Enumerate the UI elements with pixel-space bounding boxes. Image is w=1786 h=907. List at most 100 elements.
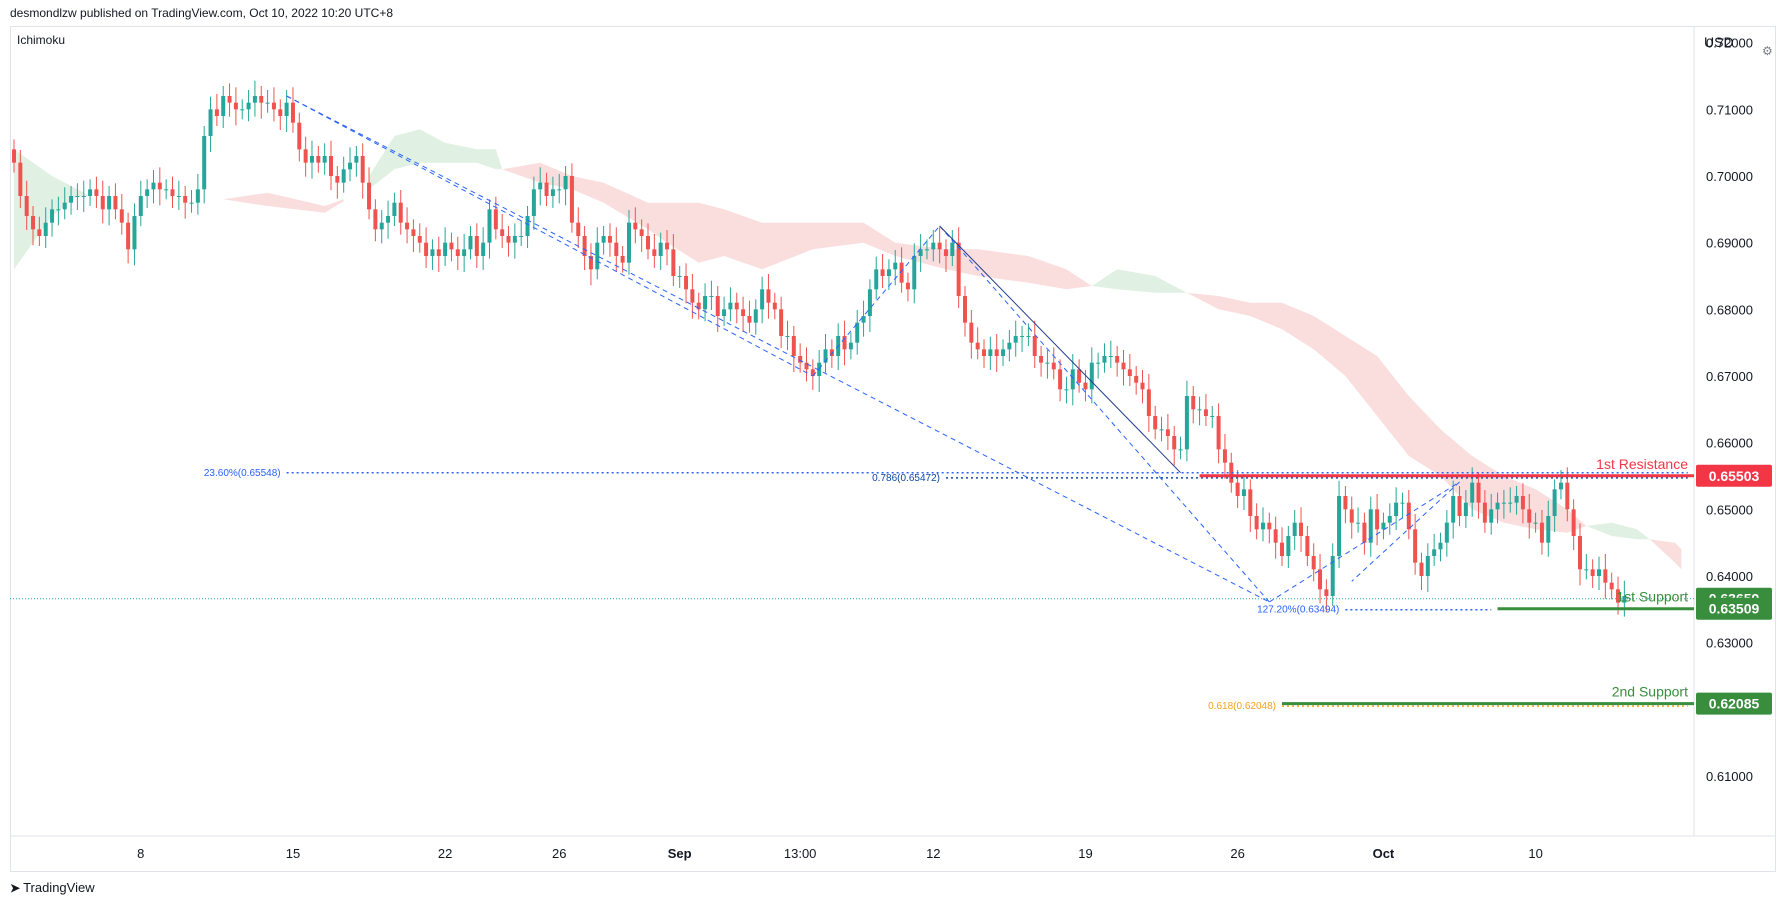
candle-body — [1539, 522, 1544, 543]
candle-body — [918, 249, 923, 256]
candle — [436, 236, 441, 272]
candle-body — [1134, 376, 1139, 383]
candle — [1241, 474, 1246, 510]
ichimoku-cloud-green-4 — [1091, 269, 1187, 293]
candle — [1089, 347, 1094, 404]
candle-body — [303, 149, 308, 163]
candle-body — [183, 196, 188, 203]
candle — [31, 206, 36, 246]
candle — [1609, 572, 1614, 600]
x-tick-label: 19 — [1078, 846, 1092, 861]
harmonic-line-1 — [286, 95, 814, 377]
candle — [937, 227, 942, 264]
candle-body — [1571, 509, 1576, 536]
candle-body — [1616, 589, 1621, 603]
candle — [918, 234, 923, 272]
candle — [1121, 350, 1126, 386]
candle — [265, 90, 270, 113]
candle — [538, 167, 543, 206]
candle-body — [1533, 522, 1538, 524]
candle — [563, 166, 568, 206]
candle-body — [392, 202, 397, 216]
fib-level-label: 0.618(0.62048) — [1208, 701, 1276, 712]
candle — [1140, 370, 1145, 404]
candle — [1584, 554, 1589, 580]
candle-body — [1381, 522, 1386, 530]
candle — [766, 274, 771, 319]
ichimoku-cloud-red-1 — [223, 192, 344, 213]
candle-body — [1368, 509, 1373, 543]
candle-body — [1280, 542, 1284, 556]
candle — [1146, 374, 1151, 432]
candle — [1299, 507, 1304, 552]
footer-brand-text: TradingView — [23, 880, 95, 895]
candle-body — [1077, 369, 1082, 383]
footer-brand[interactable]: ➤ TradingView — [10, 880, 95, 895]
indicator-label[interactable]: Ichimoku — [17, 33, 66, 47]
candle-body — [633, 222, 638, 230]
candle — [354, 146, 359, 177]
candle — [176, 180, 181, 210]
candle — [271, 87, 276, 122]
candle — [1501, 490, 1506, 519]
candle-body — [696, 302, 701, 310]
candle-body — [963, 296, 967, 323]
candle-body — [100, 196, 105, 210]
candle — [157, 167, 162, 206]
candle-body — [715, 296, 720, 316]
candle-body — [810, 369, 815, 376]
candle — [455, 236, 460, 270]
candle-body — [430, 249, 435, 256]
candle — [1432, 534, 1437, 566]
candle — [240, 99, 245, 120]
candle — [56, 196, 61, 226]
candle-body — [214, 109, 219, 116]
candle-body — [164, 189, 169, 191]
candle-body — [791, 336, 796, 356]
candle-body — [582, 236, 587, 256]
candle-body — [354, 156, 359, 163]
candle — [290, 87, 295, 133]
candle-body — [1203, 409, 1208, 416]
candle-body — [1603, 569, 1608, 583]
candle — [620, 246, 625, 273]
candle-body — [760, 289, 765, 310]
candle — [1463, 490, 1468, 528]
candle-body — [703, 296, 708, 310]
candle-body — [208, 109, 213, 136]
candle-body — [1058, 369, 1063, 390]
candle — [1102, 343, 1107, 373]
candle-body — [424, 242, 429, 256]
candle — [75, 183, 80, 210]
candle-body — [119, 209, 124, 223]
harmonic-line-4 — [1269, 481, 1460, 603]
candle-body — [1324, 589, 1329, 596]
candle — [1210, 406, 1215, 428]
candle-body — [1051, 362, 1056, 370]
candle — [246, 90, 251, 122]
candle — [772, 292, 777, 320]
ichimoku-cloud-red-7 — [1649, 539, 1682, 570]
harmonic-line-2 — [812, 225, 941, 377]
candle-body — [950, 242, 955, 256]
candle — [874, 256, 879, 300]
candle — [170, 176, 175, 208]
candle-body — [1609, 582, 1614, 590]
candle-body — [1375, 509, 1380, 530]
candle — [1108, 340, 1113, 368]
candle — [512, 223, 517, 259]
x-tick-label: Sep — [668, 846, 692, 861]
candle-body — [1343, 496, 1348, 510]
candle — [963, 286, 967, 337]
candle-body — [975, 342, 980, 350]
candle-body — [753, 309, 758, 323]
candle-body — [531, 189, 536, 216]
level-label: 2nd Support — [1612, 684, 1688, 700]
gear-icon[interactable]: ⚙ — [1762, 44, 1773, 58]
candle-body — [195, 189, 200, 203]
candle-body — [652, 249, 657, 256]
y-tick-label: 0.64000 — [1706, 569, 1753, 584]
candle-body — [43, 222, 48, 236]
x-tick-label: 15 — [286, 846, 300, 861]
